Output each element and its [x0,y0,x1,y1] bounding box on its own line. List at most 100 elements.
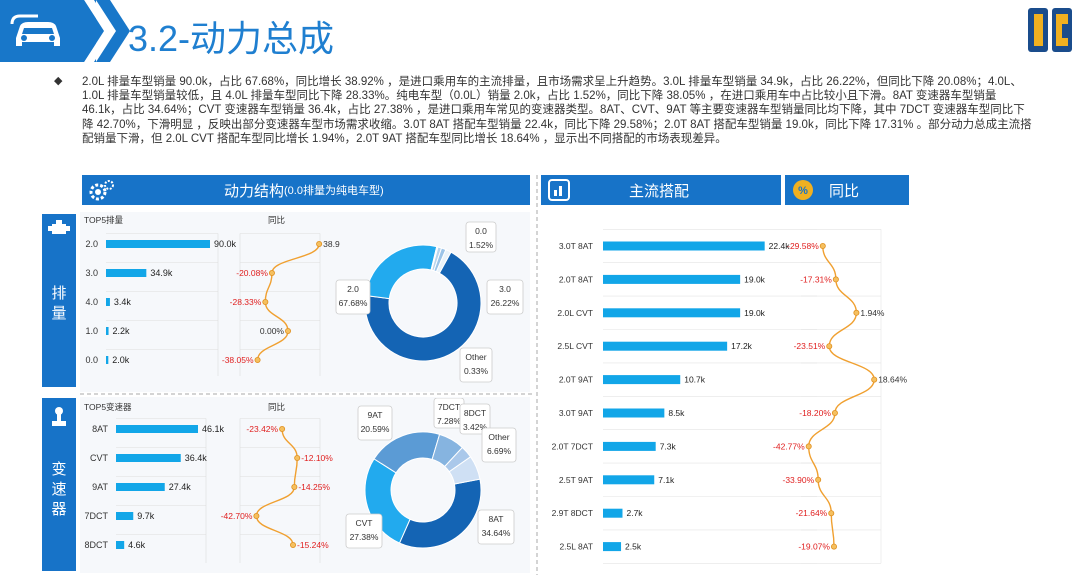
yoy-point [830,543,837,550]
bar [603,408,665,418]
yoy-label: -20.08% [236,268,268,278]
value-label: 3.4k [114,297,132,307]
donut-label-box [481,427,517,463]
chart-title-displacement: TOP5排量 [84,215,124,225]
side-transmission: 变 速 器 [42,398,76,571]
category-label: CVT [90,453,109,463]
yoy-label: -15.24% [297,540,329,550]
mainstream-title: 主流搭配 [629,182,690,200]
value-label: 2.0k [112,355,130,365]
value-label: 22.4k [769,241,791,251]
yoy-line [808,245,875,547]
yoy-label: -38.05% [222,355,254,365]
yoy-label: -29.58% [787,241,819,251]
donut-label-name: 3.0 [499,284,511,294]
bar [116,454,181,462]
donut-label-value: 0.33% [464,366,489,376]
yoy-point [290,541,297,548]
bar [603,308,741,318]
category-label: 2.5T 9AT [559,475,593,485]
donut-label-value: 34.64% [482,528,511,538]
side-displacement: 排 量 [42,214,76,387]
category-label: 2.0T 8AT [559,274,593,284]
bar [106,240,210,248]
donut-label-name: 0.0 [475,226,487,236]
donut-slice [398,478,482,549]
header-arrows [76,0,130,62]
divider-vertical [536,175,538,575]
svg-text:%: % [798,185,808,197]
category-label: 2.5L CVT [557,341,593,351]
donut-label-box [357,405,393,441]
donut-label-box [465,221,497,253]
yoy-label: 38.92% [323,239,340,249]
engine-icon [48,220,70,234]
donut-label-value: 6.69% [487,446,512,456]
category-label: 4.0 [85,297,98,307]
donut-label-name: CVT [356,518,373,528]
category-label: 1.0 [85,326,98,336]
side-label-3: 器 [51,501,67,518]
side-label-2: 量 [51,305,67,322]
gear-shift-icon [52,407,66,426]
yoy-point [279,425,286,432]
yoy-title-displacement: 同比 [268,215,286,225]
category-label: 3.0T 8AT [559,241,593,251]
value-label: 27.4k [169,482,192,492]
bar [603,274,741,284]
donut-label-box [459,403,491,435]
bar [603,441,656,451]
yoy-title: 同比 [829,182,860,200]
yoy-label: 1.94% [860,308,885,318]
yoy-point [871,376,878,383]
donut-label-value: 27.38% [350,532,379,542]
yoy-title-transmission: 同比 [268,402,286,412]
yoy-label: -28.33% [230,297,262,307]
donut-label-name: 9AT [368,410,383,420]
yoy-point [828,510,835,517]
transmission-donut: 9AT 20.59% 7DCT 7.28%8DCT 3.42%Other 6.69% CVT… [345,398,517,549]
value-label: 17.2k [731,341,753,351]
value-label: 4.6k [128,540,146,550]
value-label: 19.0k [744,274,766,284]
yoy-label: -12.10% [301,453,333,463]
yoy-label: -23.51% [794,341,826,351]
bar [603,542,622,552]
value-label: 46.1k [202,424,225,434]
yoy-band: % 同比 [785,175,909,205]
donut-label-name: Other [465,352,486,362]
bar [106,327,109,335]
bullet-icon: ◆ [54,75,63,87]
yoy-point [831,409,838,416]
donut-label-name: Other [488,432,509,442]
displacement-donut: 0.0 1.52% 2.0 67.68% 3.0 26.22% Other 0.33% [335,221,524,383]
donut-slice [364,244,438,300]
bar-chart-icon [548,179,570,201]
bar [603,341,728,351]
value-label: 2.7k [626,508,643,518]
value-label: 9.7k [137,511,155,521]
logo [1028,8,1072,52]
bar [116,541,125,549]
category-label: 3.0 [85,268,98,278]
side-label-1: 变 [51,461,67,478]
yoy-point [294,455,301,462]
structure-band: 动力结构 (0.0排量为纯电车型) [82,175,530,205]
yoy-line [255,428,298,546]
donut-label-value: 1.52% [469,240,494,250]
yoy-point [316,240,323,247]
yoy-label: 0.00% [260,326,285,336]
donut-label-value: 26.22% [491,298,520,308]
summary-paragraph: 2.0L 排量车型销量 90.0k，占比 67.68%，同比增长 38.92% … [82,76,1032,145]
yoy-point [291,484,298,491]
yoy-label: 18.64% [878,375,907,385]
donut-slice [435,249,452,274]
bar [116,483,165,491]
category-label: 7DCT [84,511,108,521]
category-label: 2.0T 9AT [559,375,593,385]
yoy-label: -23.42% [246,424,278,434]
yoy-point [253,513,260,520]
category-label: 8AT [92,424,108,434]
structure-title: 动力结构 [224,182,285,200]
